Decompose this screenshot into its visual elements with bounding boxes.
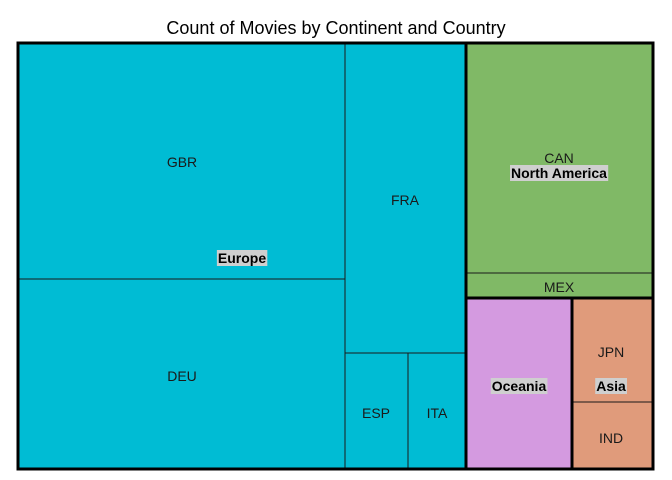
group-label-bg-europe: [216, 250, 268, 266]
group-label-bg-north-america: [510, 165, 609, 181]
country-label-gbr: GBR: [167, 154, 197, 170]
country-label-ind: IND: [599, 430, 623, 446]
country-label-mex: MEX: [544, 279, 575, 295]
group-label-bg-asia: [595, 378, 627, 394]
country-label-fra: FRA: [391, 192, 420, 208]
group-label-asia: Asia: [596, 378, 626, 394]
group-label-europe: Europe: [218, 250, 266, 266]
group-label-oceania: Oceania: [492, 378, 547, 394]
group-label-north-america: North America: [511, 165, 607, 181]
chart-title: Count of Movies by Continent and Country: [166, 18, 505, 38]
country-label-deu: DEU: [167, 368, 197, 384]
group-border-asia: [570, 296, 655, 471]
country-label-esp: ESP: [362, 405, 390, 421]
country-label-ita: ITA: [427, 405, 448, 421]
country-label-jpn: JPN: [598, 344, 624, 360]
country-label-can: CAN: [544, 150, 574, 166]
group-label-bg-oceania: [490, 378, 548, 394]
